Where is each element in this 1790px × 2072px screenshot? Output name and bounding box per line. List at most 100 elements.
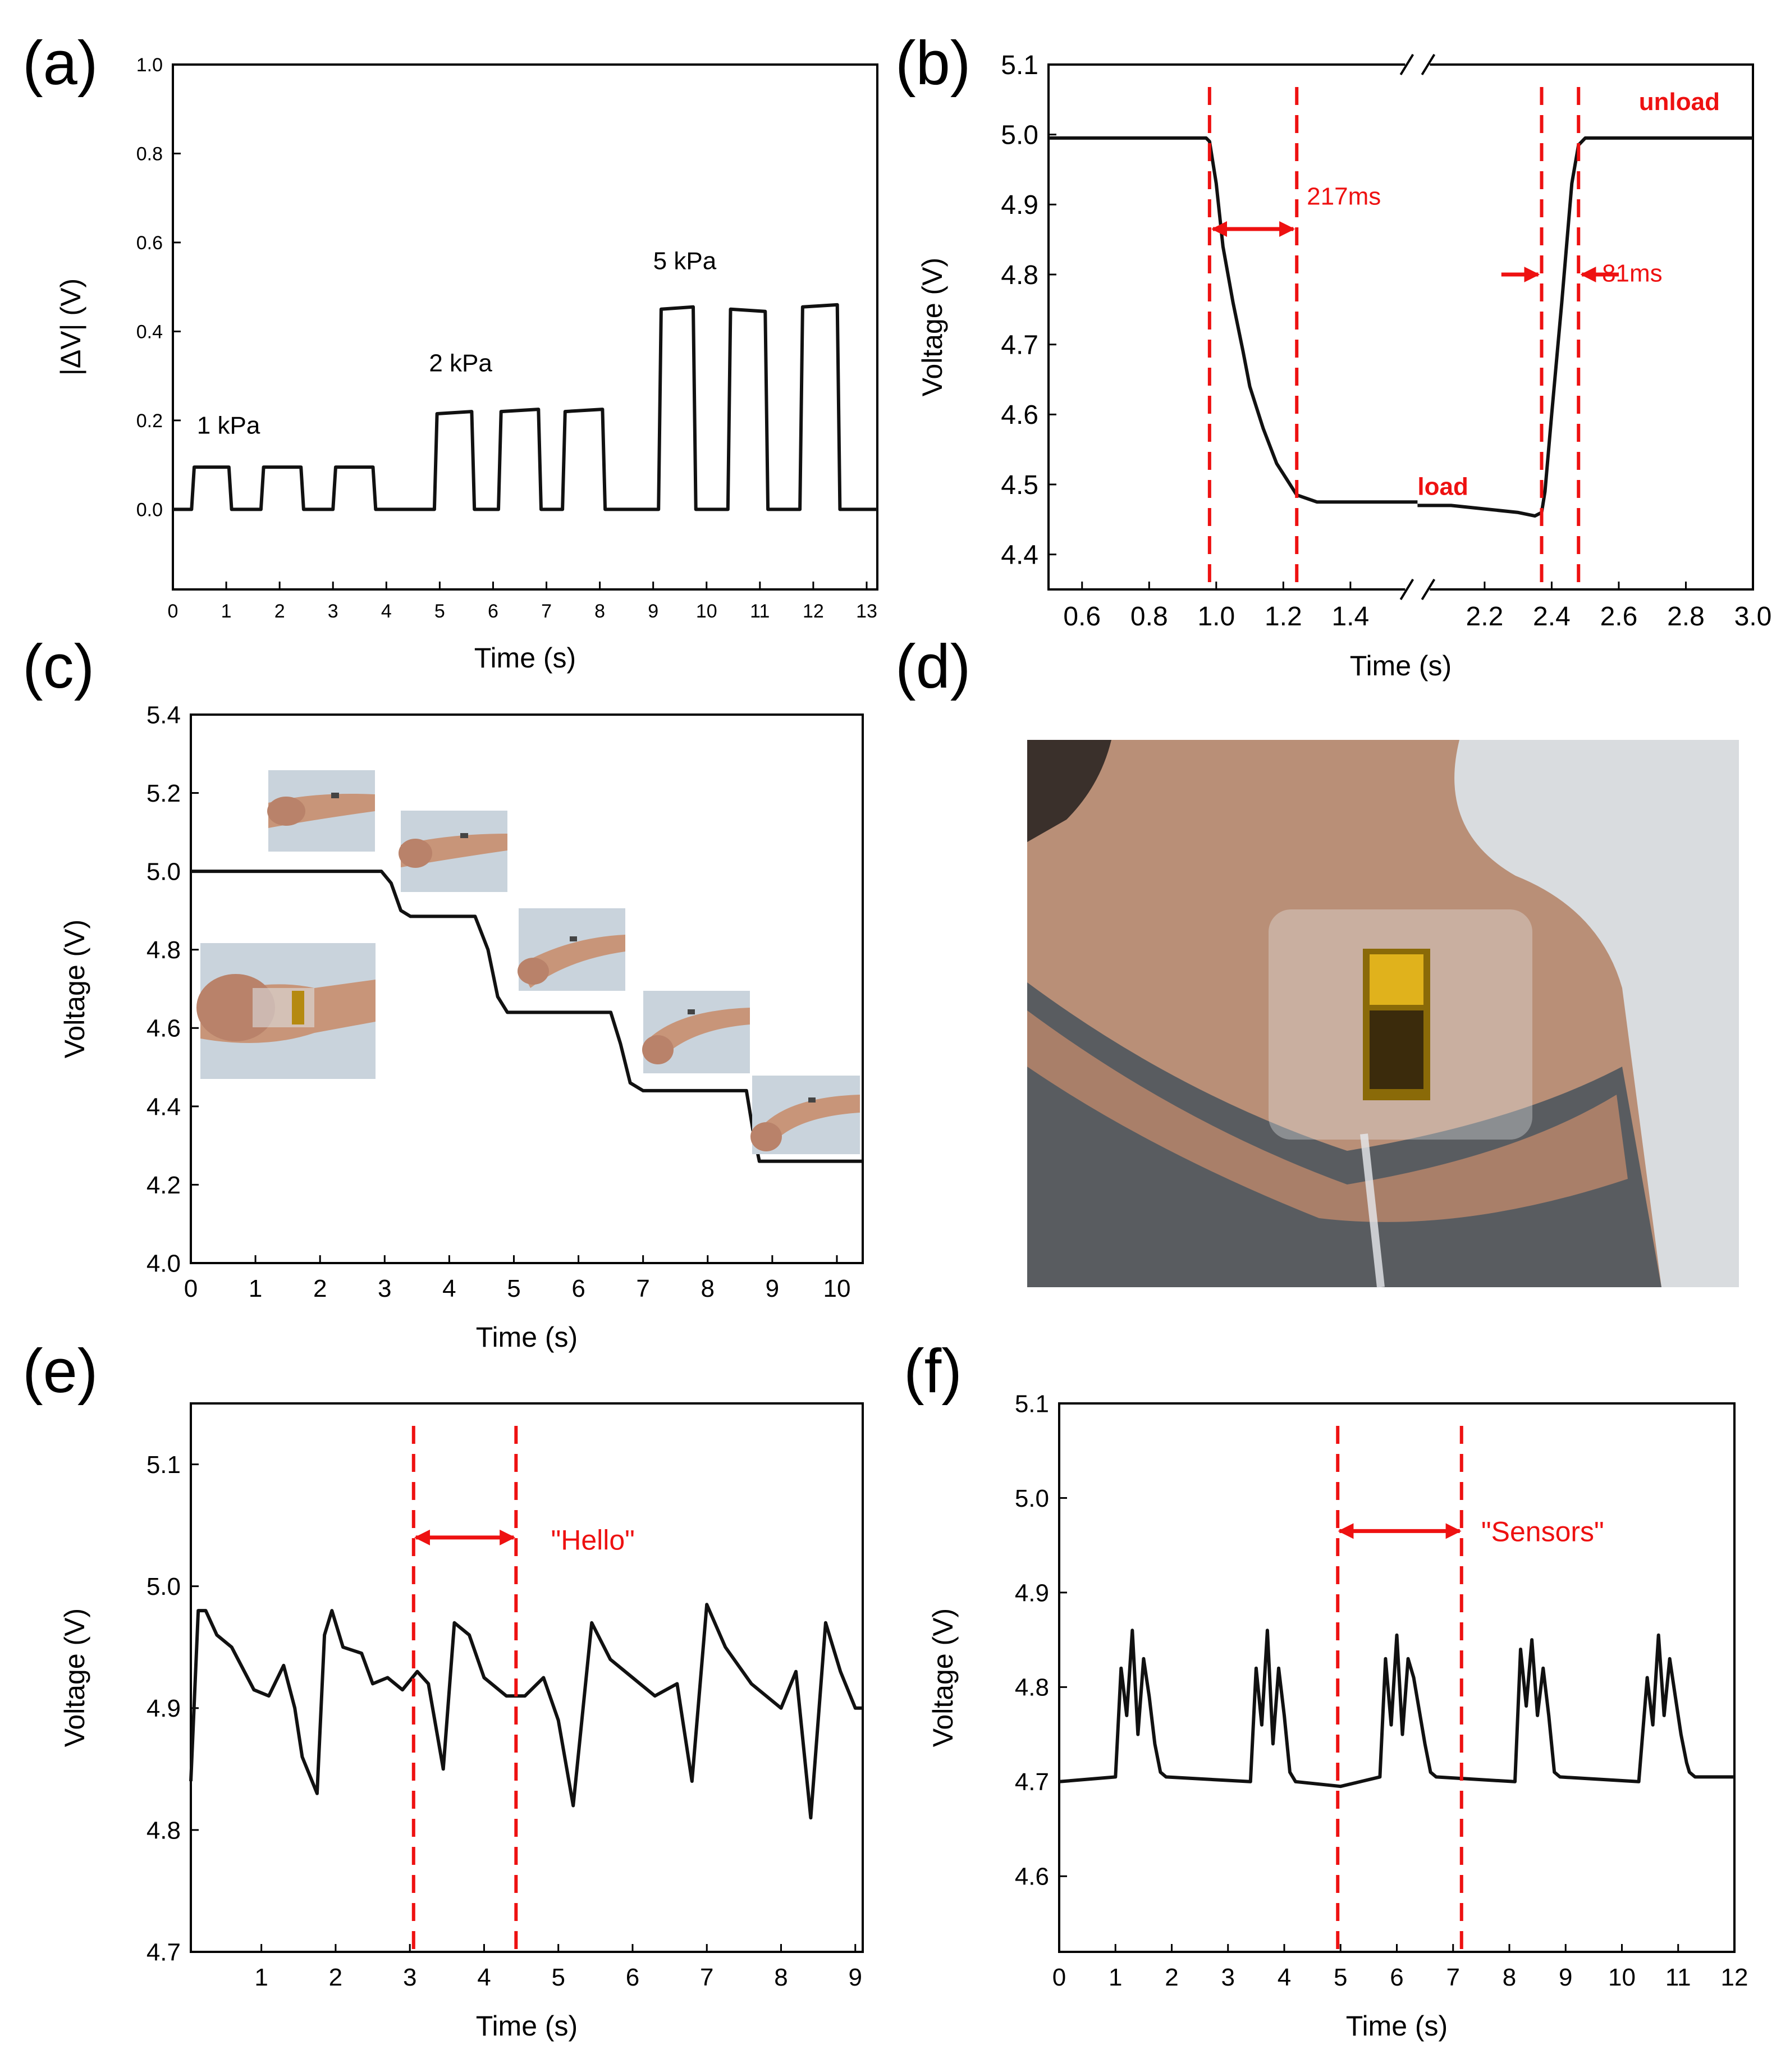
axis-break-mark xyxy=(1399,578,1414,601)
panel-label-c: (c) xyxy=(22,632,94,701)
chart-c: 0 1 2 3 4 5 6 7 8 9 10 4.0 4.2 4.4 4.6 4.8 5.0 5.2 5.4 Time… xyxy=(59,701,864,1353)
x-tick-label: 12 xyxy=(803,601,824,622)
neck-photo xyxy=(1027,740,1739,1288)
y-tick-label: 4.6 xyxy=(147,1015,181,1042)
y-tick-label: 4.5 xyxy=(1001,470,1038,500)
y-tick-label: 4.0 xyxy=(147,1250,181,1277)
x-tick-label: 10 xyxy=(1608,1964,1636,1991)
axis-break-mark xyxy=(1421,53,1436,76)
y-tick-label: 5.1 xyxy=(1001,51,1038,80)
y-axis-label: Voltage (V) xyxy=(917,258,948,396)
x-tick-label: 1.4 xyxy=(1331,602,1369,632)
x-tick-label: 7 xyxy=(541,601,552,622)
chart-a: 0 1 2 3 4 5 6 7 8 9 10 11 12 130.00.20.40.60.81.0Time… xyxy=(55,54,878,674)
x-tick-label: 7 xyxy=(700,1964,713,1991)
x-tick-label: 2 xyxy=(1165,1964,1178,1991)
x-tick-label: 0.8 xyxy=(1130,602,1168,632)
x-tick-label: 5 xyxy=(507,1275,520,1302)
axis-break-mark xyxy=(1421,578,1436,601)
panel-label-b: (b) xyxy=(895,29,970,98)
series-line-0 xyxy=(1059,1629,1734,1789)
x-tick-label: 5 xyxy=(551,1964,565,1991)
x-tick-label: 2.4 xyxy=(1533,602,1571,632)
x-tick-label: 10 xyxy=(696,601,717,622)
y-tick-label: 4.4 xyxy=(147,1093,181,1120)
x-axis-label: Time (s) xyxy=(1350,650,1452,681)
x-tick-label: 8 xyxy=(774,1964,788,1991)
x-tick-label: 13 xyxy=(856,601,877,622)
x-tick-label: 1 xyxy=(1109,1964,1122,1991)
x-tick-label: 4 xyxy=(381,601,392,622)
wrist-photo-4 xyxy=(642,991,750,1073)
x-tick-label: 0 xyxy=(1052,1964,1066,1991)
x-axis-label: Time (s) xyxy=(476,2010,578,2042)
wrist-photo-insets xyxy=(196,770,860,1154)
y-tick-label: 4.8 xyxy=(147,936,181,964)
y-tick-label: 4.7 xyxy=(1015,1768,1049,1796)
y-tick-label: 4.7 xyxy=(1001,330,1038,360)
y-axis-label: Voltage (V) xyxy=(59,920,90,1058)
y-tick-label: 5.0 xyxy=(147,858,181,886)
x-tick-label: 2 xyxy=(274,601,285,622)
x-tick-label: 3 xyxy=(403,1964,416,1991)
x-tick-label: 11 xyxy=(750,601,770,622)
x-tick-label: 3 xyxy=(1221,1964,1235,1991)
x-tick-label: 6 xyxy=(626,1964,639,1991)
wrist-photo-2 xyxy=(399,811,507,892)
y-axis-label: |ΔV| (V) xyxy=(55,278,86,376)
wrist-photo-1 xyxy=(267,770,375,852)
plot-frame xyxy=(190,713,864,1264)
x-tick-label: 8 xyxy=(594,601,605,622)
word-label: "Hello" xyxy=(551,1525,634,1556)
x-tick-label: 7 xyxy=(636,1275,649,1302)
y-tick-label: 4.4 xyxy=(1001,540,1038,570)
x-tick-label: 1 xyxy=(249,1275,262,1302)
x-tick-label: 2.2 xyxy=(1466,602,1504,632)
y-tick-label: 5.0 xyxy=(147,1573,181,1600)
plot-frame xyxy=(1047,63,1754,591)
y-tick-label: 4.9 xyxy=(1001,190,1038,220)
x-tick-label: 0 xyxy=(168,601,178,622)
y-tick-label: 4.6 xyxy=(1015,1863,1049,1891)
panel-label-e: (e) xyxy=(22,1337,98,1406)
pressure-label: 5 kPa xyxy=(653,247,717,275)
x-tick-label: 6 xyxy=(1390,1964,1403,1991)
x-tick-label: 3.0 xyxy=(1734,602,1772,632)
axis-break-gap xyxy=(1405,582,1430,597)
x-axis-label: Time (s) xyxy=(474,642,576,674)
pressure-label: 2 kPa xyxy=(429,350,492,377)
panel-label-f: (f) xyxy=(904,1337,962,1406)
x-tick-label: 2.8 xyxy=(1667,602,1705,632)
x-tick-label: 2 xyxy=(329,1964,342,1991)
x-tick-label: 2.6 xyxy=(1600,602,1638,632)
y-tick-label: 5.4 xyxy=(147,701,181,729)
y-tick-label: 0.0 xyxy=(136,499,163,520)
y-tick-label: 0.4 xyxy=(136,321,163,342)
y-axis-label: Voltage (V) xyxy=(927,1608,959,1747)
x-tick-label: 8 xyxy=(1503,1964,1516,1991)
annotation-label: 81ms xyxy=(1602,259,1663,287)
axis-break-gap xyxy=(1405,57,1430,72)
y-tick-label: 4.9 xyxy=(147,1695,181,1722)
series-line-0 xyxy=(173,303,877,511)
x-tick-label: 1.2 xyxy=(1265,602,1302,632)
x-tick-label: 11 xyxy=(1665,1964,1691,1991)
pressure-label: 1 kPa xyxy=(197,412,260,440)
x-axis-label: Time (s) xyxy=(476,1321,578,1353)
y-tick-label: 1.0 xyxy=(136,54,163,76)
axis-break-mark xyxy=(1399,53,1414,76)
x-tick-label: 9 xyxy=(648,601,658,622)
x-tick-label: 1 xyxy=(221,601,232,622)
x-tick-label: 5 xyxy=(434,601,445,622)
x-tick-label: 0.6 xyxy=(1063,602,1101,632)
x-tick-label: 5 xyxy=(1334,1964,1347,1991)
chart-e: 1 2 3 4 5 6 7 8 9 4.7 4.8 4.9 5.0 5.1 Time (s) Voltage … xyxy=(59,1402,864,2042)
x-tick-label: 4 xyxy=(442,1275,456,1302)
plot-frame xyxy=(172,63,878,591)
y-tick-label: 5.2 xyxy=(147,780,181,807)
x-tick-label: 9 xyxy=(849,1964,862,1991)
y-tick-label: 4.8 xyxy=(1001,260,1038,290)
word-label: "Sensors" xyxy=(1481,1516,1604,1547)
